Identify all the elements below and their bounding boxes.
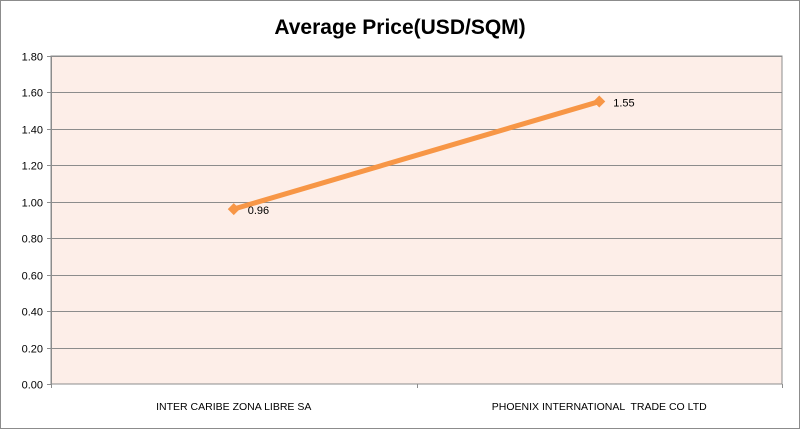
x-tick-label: PHOENIX INTERNATIONAL TRADE CO LTD [492, 401, 707, 413]
chart-title: Average Price(USD/SQM) [274, 16, 525, 39]
data-label: 1.55 [613, 98, 634, 110]
x-axis-ticks: INTER CARIBE ZONA LIBRE SA PHOENIX INTERN… [51, 384, 783, 413]
y-tick-label: 0.60 [22, 271, 43, 283]
y-tick-label: 1.80 [22, 52, 43, 64]
y-tick-label: 1.60 [22, 88, 43, 100]
data-point-marker [227, 203, 240, 216]
y-tick-label: 0.40 [22, 307, 43, 319]
y-tick-label: 1.20 [22, 161, 43, 173]
y-tick-label: 0.20 [22, 344, 43, 356]
plot-area [50, 55, 783, 385]
grid-lines [51, 56, 782, 349]
series-layer: 0.96 1.55 [227, 95, 635, 217]
x-tick-label: INTER CARIBE ZONA LIBRE SA [156, 401, 311, 413]
y-axis-ticks: 0.00 0.20 0.40 0.60 0.80 1.00 1.20 1.40 1.60 1.80 [22, 52, 52, 392]
y-tick-label: 0.80 [22, 234, 43, 246]
series-line [231, 99, 602, 212]
y-tick-label: 1.40 [22, 125, 43, 137]
data-point-marker [593, 95, 606, 108]
y-tick-label: 0.00 [22, 380, 43, 392]
data-label: 0.96 [248, 205, 269, 217]
y-tick-label: 1.00 [22, 198, 43, 210]
